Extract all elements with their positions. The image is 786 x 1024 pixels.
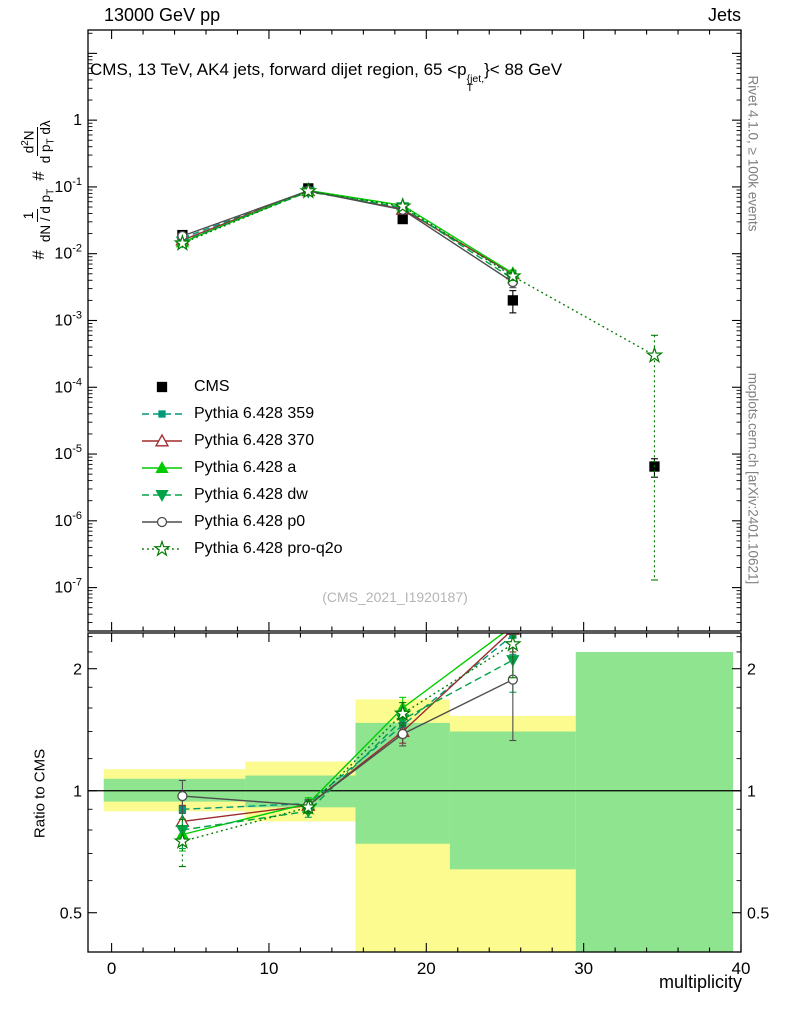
svg-text:2: 2	[73, 662, 82, 679]
y-axis-fraction-2: d2N d pT dλ	[20, 120, 58, 164]
svg-text:10-7: 10-7	[54, 577, 82, 597]
ratio-axis-label: Ratio to CMS	[31, 748, 49, 839]
legend-item: Pythia 6.428 a	[140, 459, 343, 477]
pt-jet-subscript: {jet, T	[466, 73, 485, 94]
legend-label: Pythia 6.428 pro-q2o	[194, 540, 343, 557]
legend-sample-circle-icon	[142, 516, 182, 528]
mcplots-reference-note: mcplots.cern.ch [arXiv:2401.10621]	[745, 372, 761, 585]
legend-item: Pythia 6.428 dw	[140, 486, 343, 504]
legend-sample-square-icon	[142, 410, 182, 418]
svg-text:1: 1	[747, 784, 756, 801]
svg-text:10-3: 10-3	[54, 309, 82, 329]
svg-text:0.5: 0.5	[747, 906, 769, 923]
svg-text:30: 30	[574, 959, 593, 978]
legend-item: Pythia 6.428 359	[140, 405, 343, 423]
legend-sample-square-icon	[156, 381, 168, 393]
legend-label: CMS	[194, 378, 230, 395]
y-axis-fraction-1: 1 dN / d pT	[21, 188, 57, 243]
legend-item: Pythia 6.428 pro-q2o	[140, 540, 343, 558]
svg-text:10: 10	[259, 959, 278, 978]
main-series-layer	[173, 181, 664, 581]
legend-item: Pythia 6.428 p0	[140, 513, 343, 531]
plot-title: CMS, 13 TeV, AK4 jets, forward dijet reg…	[90, 60, 563, 94]
svg-text:1: 1	[73, 112, 82, 129]
beam-energy-label: 13000 GeV pp	[104, 5, 221, 25]
svg-text:1: 1	[73, 784, 82, 801]
legend: CMS Pythia 6.428 359 Pythia 6.428 370 Pythi…	[140, 378, 343, 558]
svg-text:0.5: 0.5	[60, 906, 82, 923]
svg-text:10-5: 10-5	[54, 443, 82, 463]
x-axis-label: multiplicity	[658, 972, 742, 992]
plot-title-text: CMS, 13 TeV, AK4 jets, forward dijet reg…	[90, 60, 467, 79]
legend-label: Pythia 6.428 359	[194, 405, 315, 422]
svg-text:0: 0	[107, 959, 116, 978]
ratio-series-layer	[173, 633, 522, 868]
legend-item: Pythia 6.428 370	[140, 432, 343, 450]
legend-label: Pythia 6.428 a	[194, 459, 297, 476]
y-axis-label: # 1 dN / d pT # d2N d pT dλ	[20, 120, 58, 260]
svg-text:10-4: 10-4	[54, 376, 82, 396]
legend-sample-triangle-up-icon	[142, 461, 182, 474]
svg-text:40: 40	[732, 959, 751, 978]
rivet-version-note: Rivet 4.1.0, ≥ 100k events	[745, 75, 761, 232]
legend-sample-triangle-up-icon	[142, 433, 182, 447]
analysis-id-watermark: (CMS_2021_I1920187)	[322, 589, 468, 605]
ratio-uncertainty-bands	[88, 651, 741, 952]
svg-text:10-1: 10-1	[54, 176, 82, 196]
svg-text:20: 20	[417, 959, 436, 978]
main-panel-frame	[87, 29, 742, 632]
ratio-panel-frame	[87, 632, 742, 953]
legend-label: Pythia 6.428 p0	[194, 513, 306, 530]
svg-text:2: 2	[747, 662, 756, 679]
legend-sample-star-icon	[142, 540, 182, 557]
svg-text:10-6: 10-6	[54, 510, 82, 530]
legend-item: CMS	[140, 378, 343, 396]
legend-label: Pythia 6.428 dw	[194, 486, 308, 503]
svg-text:10-2: 10-2	[54, 243, 82, 263]
analysis-group-label: Jets	[707, 5, 741, 25]
legend-label: Pythia 6.428 370	[194, 432, 315, 449]
legend-sample-triangle-down-icon	[142, 489, 182, 502]
